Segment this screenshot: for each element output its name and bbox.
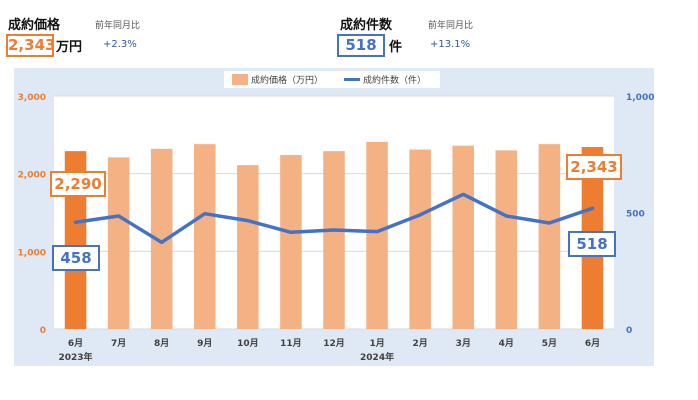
price-bar: [538, 144, 561, 329]
y-left-tick-label: 0: [40, 326, 46, 336]
y-right-tick-label: 500: [626, 210, 645, 220]
x-tick-label: 8月: [154, 338, 169, 349]
x-tick-label: 2月: [413, 338, 428, 349]
price-bar: [194, 144, 216, 329]
legend-label-price: 成約価格（万円）: [251, 74, 323, 86]
kpi-count-value: 518: [337, 34, 385, 57]
callout-box: [52, 245, 100, 271]
x-tick-label: 7月: [111, 338, 126, 349]
x-year-label: 2024年: [360, 351, 394, 363]
x-tick-label: 4月: [499, 338, 514, 349]
callout-label: 518: [576, 235, 607, 253]
kpi-count-yoy: +13.1%: [430, 39, 471, 50]
y-left-tick-label: 1,000: [18, 248, 46, 258]
kpi-count-unit: 件: [389, 40, 403, 55]
legend-swatch-price: [232, 74, 248, 85]
price-bar: [280, 155, 302, 329]
x-tick-label: 3月: [456, 338, 471, 349]
legend-label-count: 成約件数（件）: [363, 74, 426, 86]
x-tick-label: 10月: [237, 338, 259, 349]
price-bar: [366, 141, 388, 329]
callout-label: 2,343: [570, 158, 617, 176]
price-bar: [495, 150, 518, 329]
callout-label: 458: [60, 249, 91, 267]
price-bar: [107, 157, 130, 329]
kpi-count-yoy-label: 前年同月比: [428, 21, 474, 31]
callout-label: 2,290: [54, 175, 101, 193]
kpi-price-yoy-label: 前年同月比: [95, 21, 141, 31]
price-bar: [452, 145, 474, 329]
y-right-tick-label: 0: [626, 326, 632, 336]
x-tick-label: 9月: [197, 338, 212, 349]
x-tick-label: 6月: [585, 338, 600, 349]
kpi-price-value: 2,343: [6, 34, 55, 57]
x-tick-label: 6月: [68, 338, 83, 349]
count-line: [73, 192, 595, 245]
kpi-price-yoy: +2.3%: [103, 39, 137, 50]
kpi-price-title: 成約価格: [8, 18, 61, 33]
kpi-price-unit: 万円: [56, 40, 83, 55]
price-bar: [150, 148, 173, 329]
x-year-label: 2023年: [59, 351, 93, 363]
callout-box: [568, 231, 616, 257]
x-tick-label: 11月: [280, 338, 302, 349]
callout-box: [50, 171, 106, 197]
kpi-count-title: 成約件数: [340, 18, 393, 33]
price-bar: [323, 151, 345, 329]
y-left-tick-label: 3,000: [18, 93, 46, 103]
y-right-tick-label: 1,000: [626, 93, 654, 103]
x-tick-label: 1月: [369, 338, 384, 349]
price-bar: [409, 149, 431, 329]
x-tick-label: 12月: [323, 338, 345, 349]
callout-box: [566, 154, 622, 180]
legend-box: [224, 71, 440, 88]
y-left-tick-label: 2,000: [18, 171, 46, 181]
price-bar: [237, 165, 259, 329]
x-tick-label: 5月: [542, 338, 557, 349]
